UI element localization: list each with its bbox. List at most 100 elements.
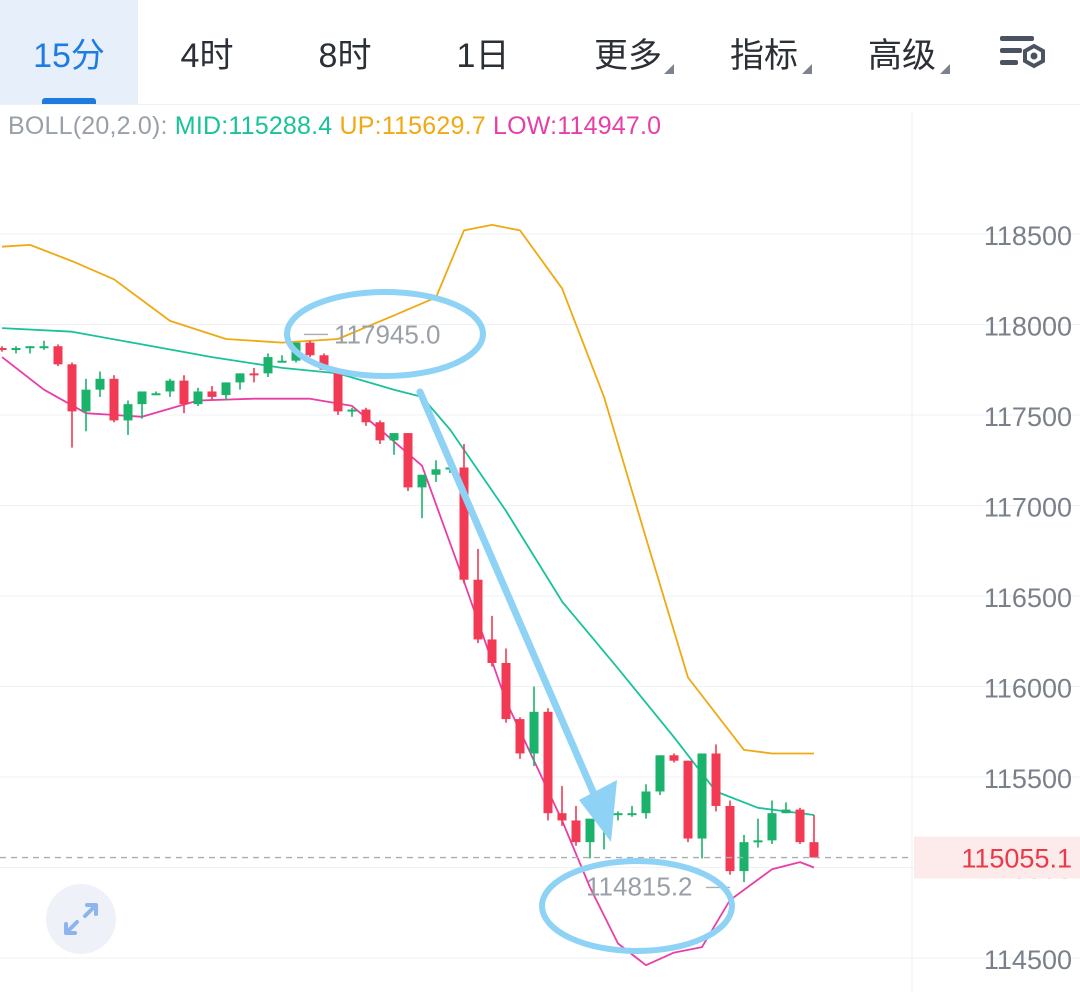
max-price-label: 117945.0 <box>334 319 441 349</box>
annotation-circle-low <box>539 858 735 954</box>
boll-upper-line <box>1 224 814 755</box>
candle-body <box>753 840 763 843</box>
candle-body <box>431 469 441 475</box>
candle-body <box>669 755 679 761</box>
candle-body <box>361 409 371 423</box>
boll-low-value: LOW:114947.0 <box>493 112 662 140</box>
candle-body <box>725 805 735 872</box>
candle-body <box>277 360 287 363</box>
candle-body <box>263 357 273 374</box>
candle-body <box>697 753 707 839</box>
candle-body <box>0 348 7 351</box>
candle-body <box>487 639 497 663</box>
candle-body <box>151 393 161 396</box>
more-dropdown-icon <box>664 64 674 74</box>
candle-body <box>375 422 385 441</box>
current-price-tag <box>914 836 1080 879</box>
tab-4h[interactable]: 4时 <box>138 0 276 104</box>
boll-legend: BOLL(20,2.0): MID:115288.4 UP:115629.7 L… <box>8 112 661 141</box>
candle-body <box>655 755 665 792</box>
candle-body <box>571 820 581 843</box>
y-tick-label: 117500 <box>984 402 1072 432</box>
candle-body <box>711 753 721 806</box>
candle-body <box>123 404 133 421</box>
candle-body <box>193 391 203 405</box>
candle-body <box>137 391 147 405</box>
candle-body <box>11 348 21 351</box>
tab-more[interactable]: 更多 <box>568 0 688 104</box>
candle-body <box>53 346 63 365</box>
current-price-label: 115055.1 <box>961 844 1072 874</box>
candle-body <box>417 474 427 488</box>
boll-up-value: UP:115629.7 <box>339 112 486 140</box>
y-tick-label: 116000 <box>984 674 1072 704</box>
candle-body <box>25 346 35 349</box>
candle-body <box>557 813 567 821</box>
tab-8h[interactable]: 8时 <box>276 0 414 104</box>
candle-body <box>305 342 315 356</box>
y-tick-label: 115500 <box>984 764 1072 794</box>
active-tab-indicator <box>42 98 96 104</box>
candle-body <box>109 378 119 421</box>
annotation-arrow-shaft <box>416 388 604 812</box>
tab-more-label: 更多 <box>594 37 662 75</box>
expand-button[interactable] <box>46 884 116 954</box>
timeframe-tabbar: 15分 4时 8时 1日 更多 指标 高级 <box>0 0 1080 105</box>
candle-body <box>795 809 805 843</box>
candle-body <box>67 364 77 412</box>
tab-4h-label: 4时 <box>180 37 234 75</box>
candle-body <box>221 382 231 396</box>
candle-body <box>585 818 595 843</box>
candle-body <box>235 373 245 383</box>
tab-1d-label: 1日 <box>456 37 510 75</box>
tab-1d[interactable]: 1日 <box>414 0 552 104</box>
tab-15min[interactable]: 15分 <box>0 0 138 104</box>
candle-body <box>39 346 49 349</box>
y-tick-label: 117000 <box>984 493 1072 523</box>
candle-body <box>767 813 777 841</box>
y-tick-label: 118500 <box>984 221 1072 251</box>
tab-advanced-label: 高级 <box>868 37 936 75</box>
candle-body <box>207 391 217 397</box>
candle-body <box>515 719 525 754</box>
candle-body <box>333 369 343 412</box>
boll-indicator-label: BOLL(20,2.0): <box>8 112 168 140</box>
y-tick-label: 114500 <box>984 945 1072 975</box>
candle-body <box>613 813 623 816</box>
candle-body <box>459 467 469 580</box>
min-price-label: 114815.2 <box>586 871 693 901</box>
candle-body <box>165 380 175 392</box>
candle-body <box>809 842 819 858</box>
tab-8h-label: 8时 <box>318 37 372 75</box>
expand-icon <box>64 903 98 935</box>
candlestick-chart[interactable]: 118500 118000 117500 117000 116500 116000 1155… <box>0 104 1080 992</box>
tab-indicators[interactable]: 指标 <box>704 0 824 104</box>
candle-body <box>249 373 259 376</box>
annotation-arrow-head <box>579 780 617 842</box>
candle-body <box>319 355 329 370</box>
candle-body <box>179 380 189 405</box>
candle-body <box>347 409 357 412</box>
boll-mid-line <box>1 327 815 816</box>
candle-body <box>683 760 693 839</box>
candle-body <box>403 433 413 488</box>
candle-body <box>529 711 539 754</box>
indicators-dropdown-icon <box>802 64 812 74</box>
candle-body <box>543 711 553 814</box>
advanced-dropdown-icon <box>940 64 950 74</box>
candle-body <box>81 389 91 412</box>
boll-mid-value: MID:115288.4 <box>174 112 333 140</box>
candle-body <box>739 842 749 872</box>
candle-body <box>641 791 651 814</box>
candle-body <box>473 579 483 640</box>
candle-body <box>95 378 105 390</box>
candle-body <box>781 809 791 814</box>
tab-indicators-label: 指标 <box>730 37 798 75</box>
y-tick-label: 118000 <box>984 312 1072 342</box>
candle-body <box>389 433 399 441</box>
chart-settings-icon[interactable] <box>996 30 1050 78</box>
tab-advanced[interactable]: 高级 <box>842 0 962 104</box>
tab-15min-label: 15分 <box>33 37 105 75</box>
y-tick-label: 116500 <box>984 583 1072 613</box>
candle-body <box>501 662 511 720</box>
